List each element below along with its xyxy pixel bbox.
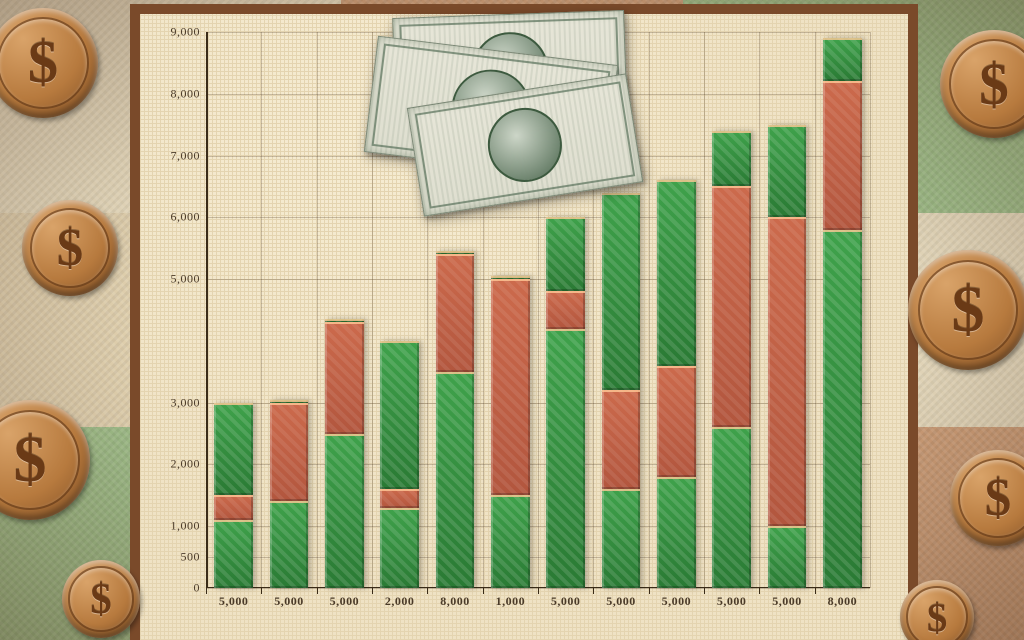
v-gridline	[759, 32, 760, 588]
x-tick-label: 8,000	[440, 588, 470, 609]
bar-segment-green	[325, 319, 364, 322]
bar-segment-green	[602, 489, 641, 588]
x-tick-label: 5,000	[717, 588, 747, 609]
dollar-bills-decoration	[370, 14, 640, 214]
bar-segment-green	[214, 403, 253, 496]
bar	[768, 125, 807, 588]
bar-segment-green	[436, 251, 475, 254]
bar-segment-green	[823, 230, 862, 588]
bar-segment-red	[380, 489, 419, 508]
x-tick-label: 5,000	[219, 588, 249, 609]
y-tick-label: 0	[194, 581, 207, 596]
bar	[657, 180, 696, 588]
bar-segment-red	[491, 279, 530, 495]
bar-segment-red	[602, 390, 641, 489]
x-tick-mark	[261, 588, 262, 594]
x-tick-mark	[649, 588, 650, 594]
bar-segment-green	[325, 434, 364, 588]
x-tick-label: 5,000	[274, 588, 304, 609]
x-tick-label: 8,000	[828, 588, 858, 609]
y-tick-label: 6,000	[171, 210, 207, 225]
v-gridline	[870, 32, 871, 588]
bar-segment-green	[546, 217, 585, 291]
bar-segment-green	[712, 131, 751, 187]
bar	[325, 319, 364, 588]
bar	[823, 38, 862, 588]
x-tick-label: 5,000	[772, 588, 802, 609]
bar-segment-green	[546, 329, 585, 588]
x-tick-mark	[317, 588, 318, 594]
stage: 0 500 1,000 2,000 3,000 5,000 6,000 7,000 8,000 9…	[0, 0, 1024, 640]
bar-segment-red	[712, 186, 751, 427]
x-tick-label: 2,000	[385, 588, 415, 609]
x-tick-label: 5,000	[330, 588, 360, 609]
bar	[491, 276, 530, 588]
bar-segment-green	[214, 520, 253, 588]
x-tick-mark	[704, 588, 705, 594]
bar	[436, 251, 475, 588]
x-tick-mark	[372, 588, 373, 594]
bar-segment-green	[380, 341, 419, 489]
x-tick-mark	[759, 588, 760, 594]
bar-segment-green	[657, 180, 696, 365]
bar-segment-green	[491, 276, 530, 279]
y-tick-label: 1,000	[171, 519, 207, 534]
y-tick-label: 7,000	[171, 148, 207, 163]
bar-segment-green	[270, 400, 309, 403]
y-tick-label: 500	[181, 550, 207, 565]
bar-segment-green	[768, 125, 807, 218]
v-gridline	[649, 32, 650, 588]
v-gridline	[815, 32, 816, 588]
coin-icon: $	[908, 250, 1024, 370]
bar-segment-green	[823, 38, 862, 81]
bar-segment-red	[436, 254, 475, 371]
bar-segment-red	[823, 81, 862, 229]
y-tick-label: 3,000	[171, 395, 207, 410]
x-tick-label: 1,000	[496, 588, 526, 609]
bar-segment-green	[436, 372, 475, 588]
bar-segment-green	[657, 477, 696, 588]
bar	[712, 131, 751, 588]
x-tick-label: 5,000	[551, 588, 581, 609]
bar-segment-red	[325, 322, 364, 433]
v-gridline	[206, 32, 207, 588]
x-tick-mark	[538, 588, 539, 594]
v-gridline	[317, 32, 318, 588]
bar-segment-green	[768, 526, 807, 588]
bar-segment-green	[712, 427, 751, 588]
y-tick-label: 2,000	[171, 457, 207, 472]
bar	[270, 400, 309, 588]
coin-icon: $	[62, 560, 140, 638]
x-tick-mark	[483, 588, 484, 594]
bar-segment-green	[602, 193, 641, 391]
x-tick-mark	[815, 588, 816, 594]
x-tick-label: 5,000	[606, 588, 636, 609]
bar-segment-red	[270, 403, 309, 502]
bar-segment-green	[380, 508, 419, 588]
v-gridline	[261, 32, 262, 588]
bar-segment-red	[657, 366, 696, 477]
bar-segment-green	[270, 501, 309, 587]
x-tick-mark	[206, 588, 207, 594]
y-tick-label: 8,000	[171, 86, 207, 101]
bar	[380, 341, 419, 588]
bar-segment-green	[491, 495, 530, 588]
x-tick-mark	[593, 588, 594, 594]
coin-icon: $	[22, 200, 118, 296]
bar-segment-red	[768, 217, 807, 526]
bar	[546, 217, 585, 588]
bar-segment-red	[214, 495, 253, 520]
bar-segment-red	[546, 291, 585, 328]
y-tick-label: 9,000	[171, 25, 207, 40]
x-tick-label: 5,000	[662, 588, 692, 609]
y-tick-label: 5,000	[171, 272, 207, 287]
bar	[602, 193, 641, 588]
bar	[214, 403, 253, 588]
x-tick-mark	[427, 588, 428, 594]
v-gridline	[704, 32, 705, 588]
